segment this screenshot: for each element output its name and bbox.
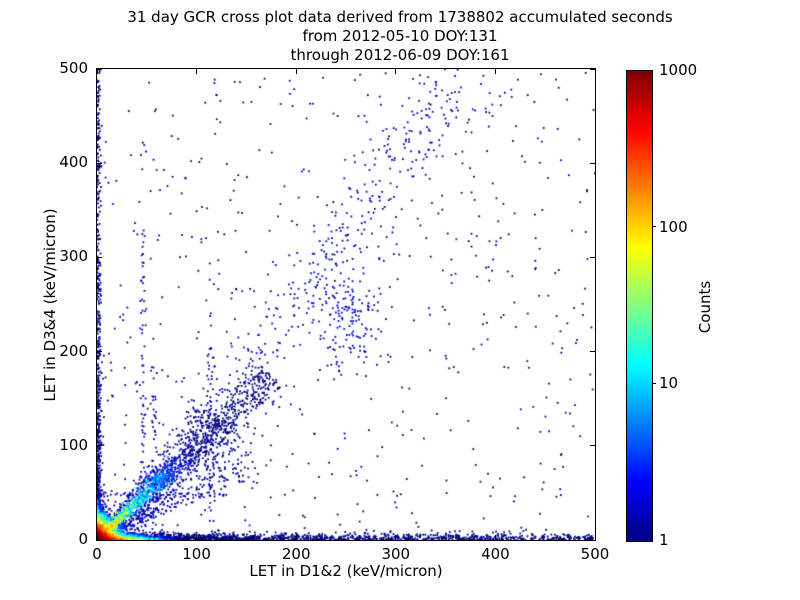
x-tick-mark-top bbox=[494, 69, 496, 74]
y-tick-mark bbox=[97, 68, 102, 70]
y-tick-label: 200 bbox=[59, 341, 88, 360]
y-tick-label: 100 bbox=[59, 435, 88, 454]
colorbar-tick-label: 100 bbox=[659, 217, 688, 236]
chart-title-line2: from 2012-05-10 DOY:131 bbox=[302, 27, 498, 45]
y-tick-mark-right bbox=[590, 445, 595, 447]
y-tick-mark bbox=[97, 256, 102, 258]
chart-title-line3: through 2012-06-09 DOY:161 bbox=[290, 46, 510, 64]
x-tick-label: 100 bbox=[182, 545, 211, 563]
y-tick-mark-right bbox=[590, 162, 595, 164]
colorbar-tick-mark bbox=[652, 226, 656, 228]
x-axis-label: LET in D1&2 (keV/micron) bbox=[249, 562, 443, 580]
colorbar-tick-label: 1000 bbox=[659, 61, 698, 79]
x-tick-mark bbox=[395, 535, 397, 540]
y-tick-mark bbox=[97, 539, 102, 541]
y-tick-label: 300 bbox=[59, 247, 88, 266]
y-tick-mark bbox=[97, 351, 102, 353]
x-tick-mark bbox=[594, 535, 596, 540]
y-tick-mark-right bbox=[590, 256, 595, 258]
colorbar-tick-label: 10 bbox=[659, 374, 679, 393]
x-tick-label: 300 bbox=[381, 545, 411, 563]
x-tick-mark bbox=[96, 535, 98, 540]
colorbar-gradient bbox=[627, 71, 652, 541]
y-tick-mark-right bbox=[590, 351, 595, 353]
y-tick-label: 500 bbox=[59, 59, 88, 77]
y-tick-label: 400 bbox=[59, 153, 88, 172]
colorbar-tick-mark bbox=[652, 382, 656, 384]
y-tick-mark bbox=[97, 445, 102, 447]
chart-title: 31 day GCR cross plot data derived from … bbox=[0, 8, 800, 65]
x-tick-label: 200 bbox=[281, 545, 311, 563]
colorbar-tick-label: 1 bbox=[659, 531, 669, 549]
colorbar bbox=[626, 70, 653, 542]
x-tick-label: 0 bbox=[92, 545, 102, 563]
x-tick-mark-top bbox=[395, 69, 397, 74]
plot-area bbox=[96, 68, 596, 541]
x-tick-mark-top bbox=[96, 69, 98, 74]
x-tick-mark-top bbox=[295, 69, 297, 74]
x-tick-label: 500 bbox=[580, 545, 610, 563]
y-tick-mark-right bbox=[590, 539, 595, 541]
chart-title-line1: 31 day GCR cross plot data derived from … bbox=[127, 8, 673, 26]
x-tick-mark bbox=[196, 535, 198, 540]
y-tick-mark bbox=[97, 162, 102, 164]
scatter-canvas bbox=[97, 69, 595, 540]
x-tick-mark-top bbox=[196, 69, 198, 74]
x-tick-label: 400 bbox=[481, 545, 510, 563]
y-tick-label: 0 bbox=[78, 530, 88, 548]
x-tick-mark-top bbox=[594, 69, 596, 74]
y-tick-mark-right bbox=[590, 68, 595, 70]
x-tick-mark bbox=[494, 535, 496, 540]
x-tick-mark bbox=[295, 535, 297, 540]
